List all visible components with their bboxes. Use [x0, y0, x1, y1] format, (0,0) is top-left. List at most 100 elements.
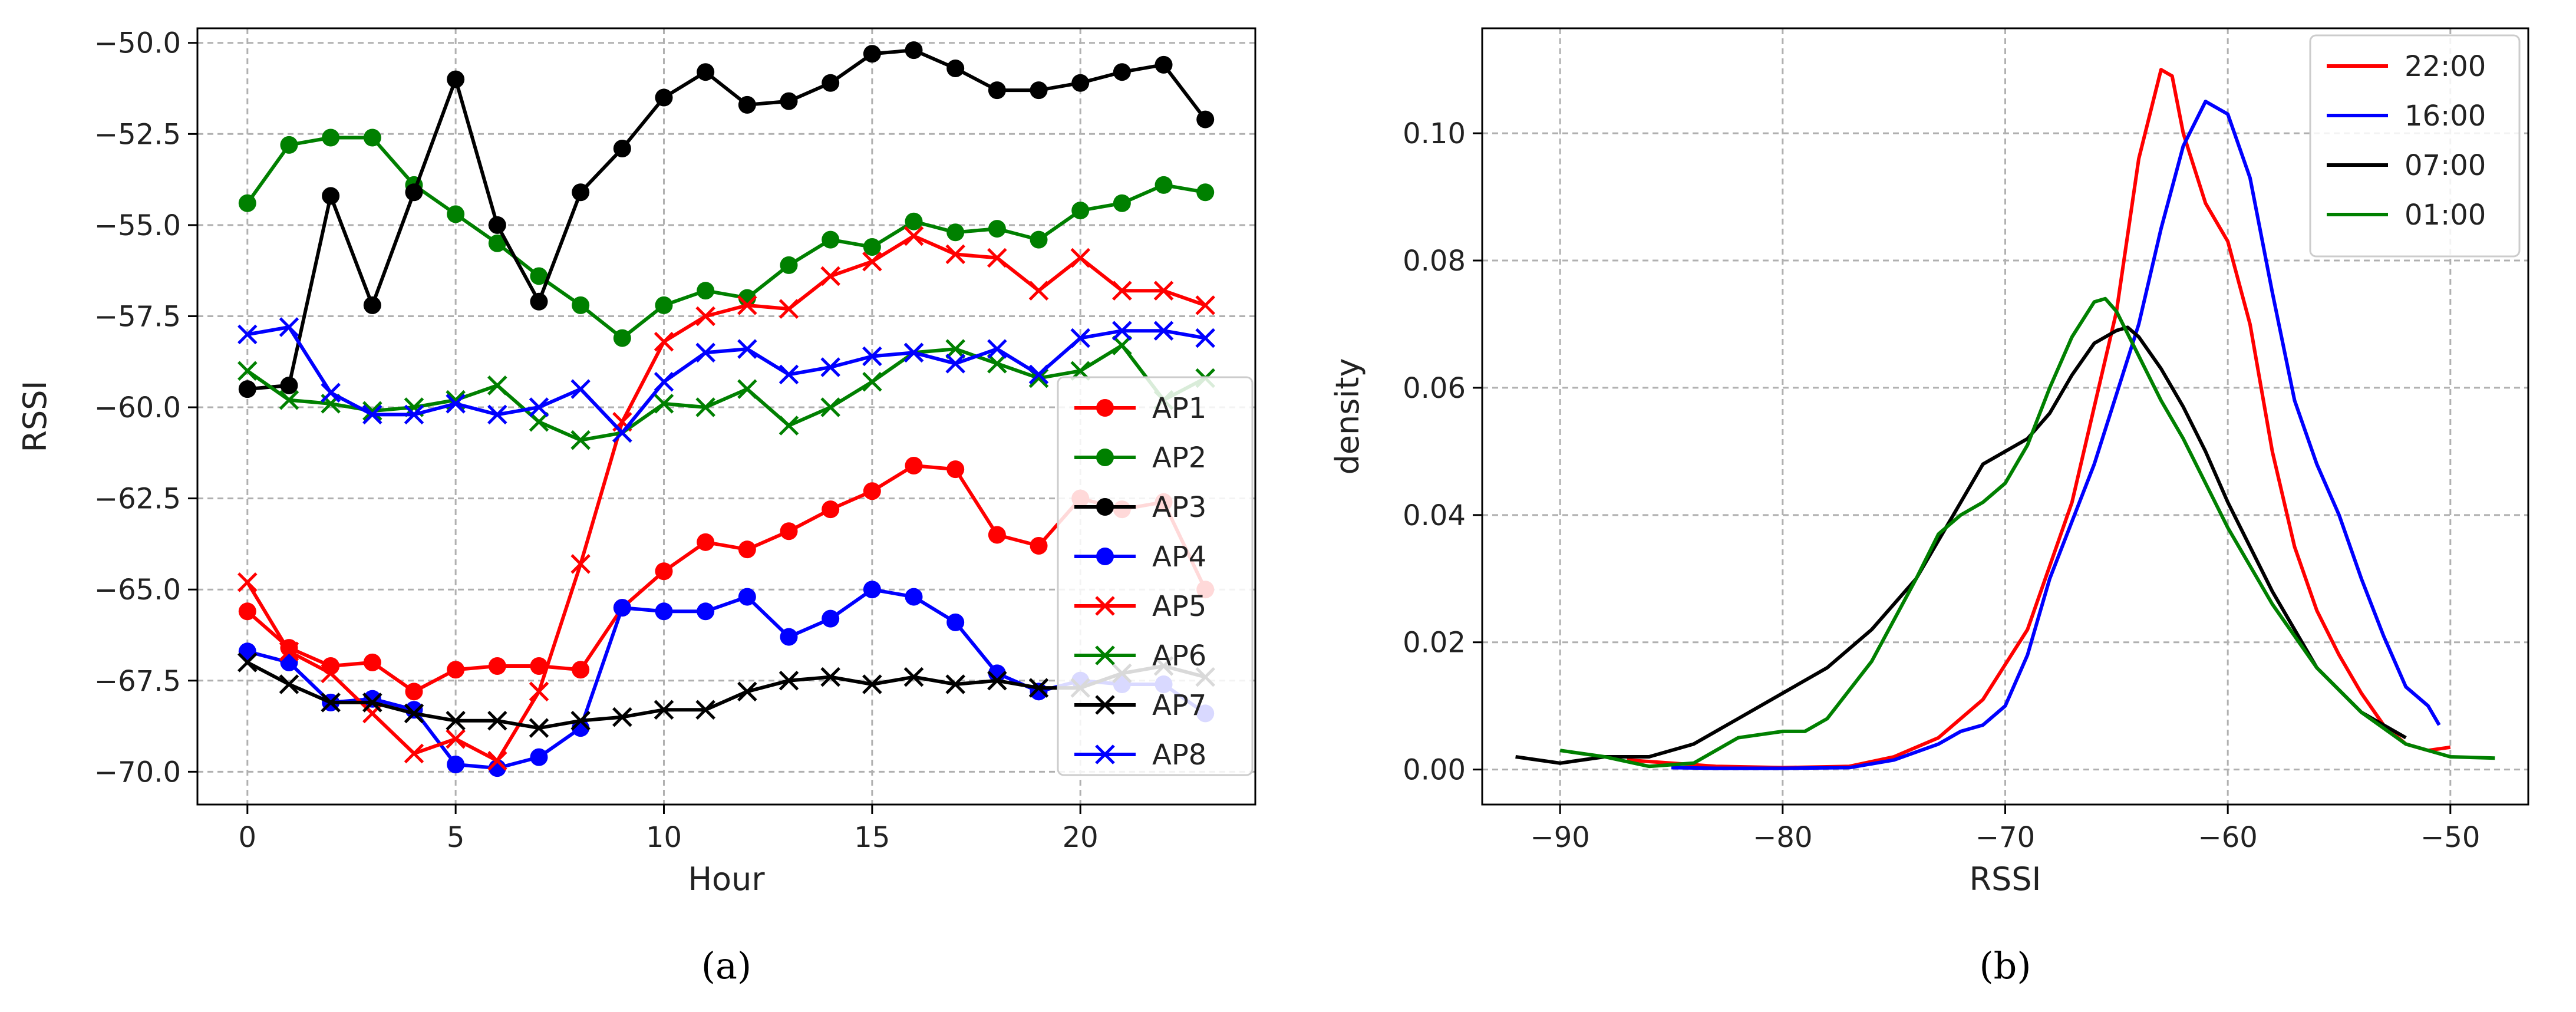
data-point-AP5	[1070, 248, 1090, 268]
data-point-AP7	[820, 667, 840, 687]
data-point-AP7	[737, 681, 757, 702]
data-point-AP5	[1112, 281, 1132, 301]
panel-b-series	[1515, 68, 2495, 770]
data-point-AP1	[655, 562, 673, 581]
data-point-AP5	[654, 331, 674, 352]
y-tick-label: −70.0	[94, 756, 181, 789]
data-point-AP3	[780, 92, 798, 110]
data-point-AP8	[321, 383, 341, 403]
data-point-AP2	[655, 296, 673, 314]
data-point-AP3	[613, 140, 631, 158]
data-point-AP6	[570, 430, 591, 450]
legend-box	[1057, 376, 1254, 776]
data-point-AP2	[280, 136, 298, 154]
data-point-AP2	[447, 205, 465, 223]
data-point-AP4	[738, 588, 756, 606]
data-point-AP5	[737, 295, 757, 315]
y-tick-label: 0.04	[1403, 499, 1466, 532]
data-point-AP4	[863, 581, 881, 599]
data-point-AP1	[697, 533, 715, 551]
series-line-2200	[1627, 68, 2451, 770]
legend-entry: AP7	[1074, 689, 1206, 722]
data-point-AP2	[905, 212, 923, 230]
legend-marker	[1096, 498, 1114, 516]
data-point-AP3	[1155, 55, 1173, 74]
panel-b-gridlines	[1482, 28, 2528, 805]
data-point-AP6	[779, 416, 799, 436]
x-tick-label: 15	[854, 821, 890, 854]
data-point-AP7	[903, 667, 924, 687]
data-point-AP4	[238, 642, 256, 661]
legend-label: AP6	[1152, 639, 1206, 673]
data-point-AP5	[862, 251, 882, 272]
panel-a-series	[238, 41, 1215, 777]
data-point-AP1	[738, 540, 756, 559]
data-point-AP2	[988, 220, 1006, 238]
series-2200	[1627, 68, 2451, 770]
data-point-AP5	[695, 306, 715, 327]
data-point-AP8	[987, 339, 1007, 359]
data-point-AP2	[1071, 202, 1090, 220]
data-point-AP2	[1030, 230, 1048, 249]
data-point-AP6	[820, 397, 840, 417]
data-point-AP6	[279, 390, 299, 410]
y-tick-label: 0.06	[1403, 372, 1466, 405]
data-point-AP8	[487, 404, 507, 425]
series-0700	[1515, 325, 2407, 765]
x-tick-label: −50	[2420, 821, 2480, 854]
legend-marker	[1095, 744, 1115, 764]
y-tick-label: 0.02	[1403, 627, 1466, 660]
data-point-AP2	[822, 230, 840, 249]
legend-entry: 16:00	[2327, 100, 2486, 133]
legend-marker	[1095, 596, 1115, 616]
data-point-AP8	[279, 317, 299, 337]
data-point-AP8	[238, 324, 258, 345]
legend-marker	[1095, 645, 1115, 665]
data-point-AP4	[447, 755, 465, 773]
data-point-AP8	[695, 342, 715, 363]
data-point-AP7	[987, 671, 1007, 691]
data-point-AP2	[572, 296, 590, 314]
data-point-AP5	[903, 226, 924, 246]
panel-a-caption: (a)	[701, 944, 751, 987]
data-point-AP8	[1153, 321, 1174, 341]
data-point-AP4	[822, 609, 840, 628]
x-tick-label: 5	[447, 821, 465, 854]
data-point-AP6	[1112, 335, 1132, 355]
x-tick-label: −60	[2198, 821, 2258, 854]
data-point-AP1	[822, 500, 840, 519]
data-point-AP1	[988, 526, 1006, 544]
legend-box	[2309, 34, 2521, 258]
data-point-AP6	[695, 397, 715, 417]
data-point-AP8	[945, 354, 965, 374]
y-tick-label: 0.00	[1403, 754, 1466, 787]
legend-label: AP4	[1152, 540, 1206, 573]
data-point-AP5	[321, 663, 341, 684]
data-point-AP2	[363, 128, 381, 147]
data-point-AP4	[280, 653, 298, 671]
data-point-AP3	[822, 74, 840, 92]
series-line-0700	[1515, 325, 2407, 765]
data-point-AP7	[1028, 678, 1049, 698]
data-point-AP2	[530, 267, 548, 285]
series-line-AP3	[247, 48, 1207, 391]
data-point-AP2	[613, 329, 631, 347]
legend-label: AP2	[1152, 441, 1206, 474]
series-1600	[1671, 100, 2441, 770]
y-tick-label: −60.0	[94, 391, 181, 424]
data-point-AP5	[446, 728, 466, 749]
series-AP8	[238, 317, 1215, 443]
x-tick-label: −70	[1975, 821, 2035, 854]
data-point-AP2	[780, 256, 798, 274]
data-point-AP7	[321, 693, 341, 713]
data-point-AP6	[737, 379, 757, 399]
data-point-AP7	[612, 707, 632, 727]
legend-entry: AP5	[1074, 590, 1206, 623]
data-point-AP2	[488, 234, 506, 252]
data-point-AP8	[820, 357, 840, 377]
data-point-AP6	[362, 401, 382, 421]
panel-b-legend: 22:00 16:00 07:00 01:00	[2309, 34, 2521, 258]
legend-entry: 07:00	[2327, 149, 2486, 182]
y-tick-label: −52.5	[94, 118, 181, 151]
